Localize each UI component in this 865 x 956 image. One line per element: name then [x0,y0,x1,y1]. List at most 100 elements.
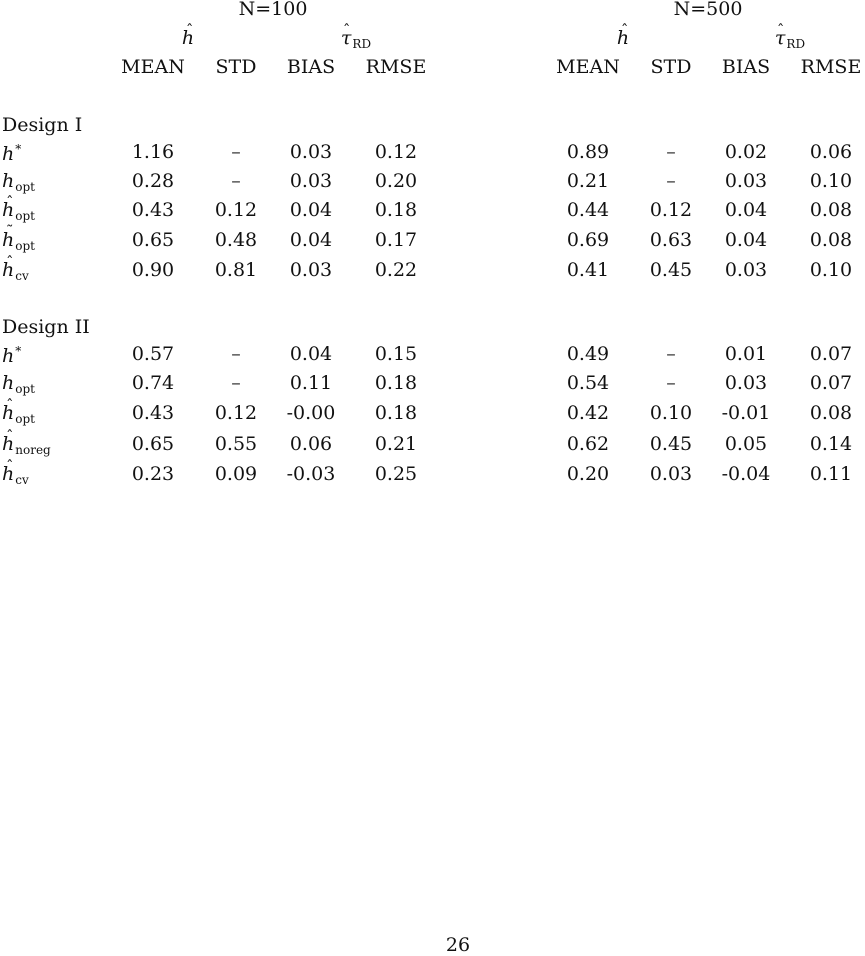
row-label: hopt [2,195,35,223]
table-cell: – [231,170,241,192]
table-cell: 0.45 [649,259,693,281]
estimator-subscript: cv [15,473,29,487]
table-cell: 0.57 [131,343,175,365]
table-cell: 0.14 [809,433,853,455]
table-cell: – [231,372,241,394]
table-cell: 0.07 [809,343,853,365]
table-cell: -0.04 [721,463,771,485]
table-cell: -0.01 [721,402,771,424]
estimate-header: τRD [775,23,806,51]
design-label: Design I [2,114,83,136]
estimator-superscript: * [15,142,22,156]
table-cell: 0.20 [566,463,610,485]
estimator-symbol: h [2,398,14,423]
estimator-superscript: * [15,344,22,358]
estimator-subscript: opt [15,412,35,426]
estimator-subscript: opt [15,382,35,396]
group-header: N=500 [673,0,743,20]
table-cell: 0.21 [566,170,610,192]
row-label: hopt [2,170,35,194]
table-cell: 0.05 [724,433,768,455]
table-cell: 0.08 [809,402,853,424]
estimator-subscript: opt [15,209,35,223]
table-cell: 0.43 [131,402,175,424]
bandwidth-symbol: h [182,23,194,48]
table-cell: – [666,170,676,192]
table-cell: 0.63 [649,229,693,251]
table-cell: 0.45 [649,433,693,455]
bandwidth-header: h [617,23,629,48]
table-cell: 0.07 [809,372,853,394]
table-cell: -0.00 [286,402,336,424]
page-number: 26 [445,934,471,956]
table-cell: 0.06 [289,433,333,455]
table-cell: 0.03 [724,372,768,394]
table-cell: 0.74 [131,372,175,394]
table-cell: 0.12 [214,199,258,221]
estimator-symbol: h [2,195,14,220]
table-cell: 0.08 [809,229,853,251]
column-header: MEAN [556,56,620,78]
table-cell: 0.49 [566,343,610,365]
table-cell: – [231,343,241,365]
table-cell: 0.04 [289,343,333,365]
table-cell: 0.23 [131,463,175,485]
table-cell: 0.18 [374,402,418,424]
table-cell: 0.10 [649,402,693,424]
table-cell: 0.81 [214,259,258,281]
table-cell: 0.55 [214,433,258,455]
table-cell: 0.41 [566,259,610,281]
table-cell: 0.10 [809,170,853,192]
table-cell: 0.03 [289,141,333,163]
table-cell: 0.03 [724,259,768,281]
table-cell: 0.21 [374,433,418,455]
table-cell: 0.62 [566,433,610,455]
column-header: BIAS [721,56,771,78]
table-cell: 0.25 [374,463,418,485]
tau-symbol: τ [775,23,786,48]
row-label: hnoreg [2,429,51,456]
table-cell: 0.03 [289,170,333,192]
estimator-symbol: h [2,459,14,484]
bandwidth-header: h [182,23,194,48]
table-cell: 0.65 [131,229,175,251]
table-cell: 0.28 [131,170,175,192]
estimator-subscript: opt [15,180,35,194]
table-cell: 0.20 [374,170,418,192]
table-cell: 0.42 [566,402,610,424]
table-cell: 0.18 [374,372,418,394]
column-header: BIAS [286,56,336,78]
estimator-subscript: opt [15,239,35,253]
table-cell: – [666,372,676,394]
row-label: hopt [2,224,35,253]
table-cell: 0.10 [809,259,853,281]
table-cell: 0.02 [724,141,768,163]
row-label: hopt [2,398,35,426]
table-cell: 0.15 [374,343,418,365]
table-cell: 0.01 [724,343,768,365]
estimator-subscript: cv [15,269,29,283]
table-cell: 0.04 [289,229,333,251]
tau-subscript: RD [352,37,372,51]
estimate-header: τRD [341,23,372,51]
table-cell: 0.11 [289,372,333,394]
estimator-symbol: h [2,170,15,192]
row-label: hcv [2,255,29,283]
estimator-symbol: h [2,429,14,454]
bandwidth-symbol: h [617,23,629,48]
table-cell: 0.48 [214,229,258,251]
table-cell: -0.03 [286,463,336,485]
table-cell: 0.03 [724,170,768,192]
column-header: RMSE [365,56,427,78]
column-header: STD [215,56,257,78]
table-cell: 0.65 [131,433,175,455]
table-cell: 0.18 [374,199,418,221]
table-cell: – [666,343,676,365]
table-cell: 0.43 [131,199,175,221]
tau-symbol: τ [341,23,352,48]
table-cell: 0.90 [131,259,175,281]
estimator-symbol: h [2,224,14,250]
tau-subscript: RD [786,37,806,51]
table-cell: – [666,141,676,163]
table-cell: – [231,141,241,163]
